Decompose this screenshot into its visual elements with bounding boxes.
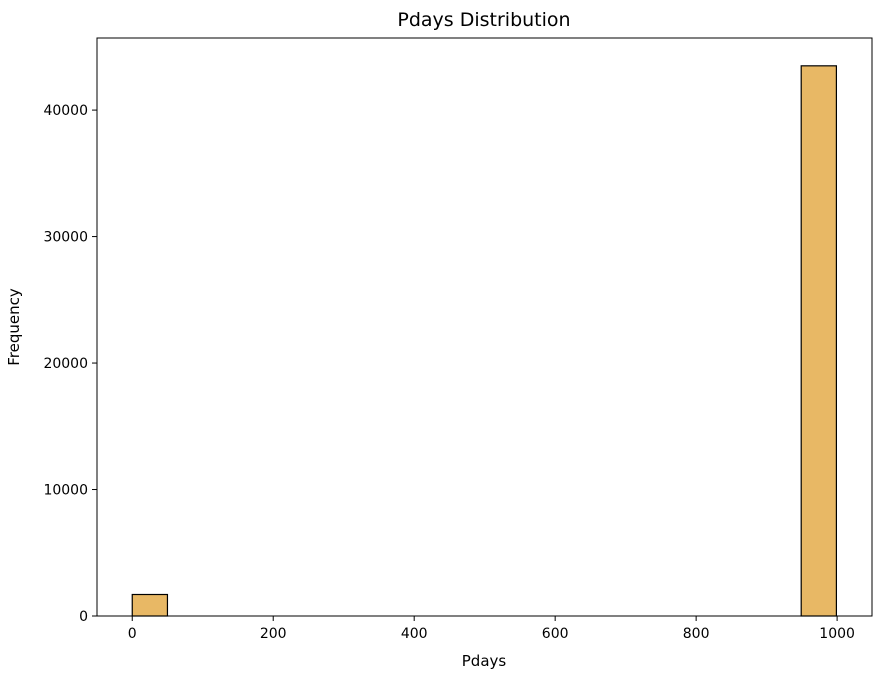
histogram-bar xyxy=(131,593,169,617)
x-tick-label: 400 xyxy=(401,626,428,642)
y-axis: 0 10000 20000 30000 40000 xyxy=(43,103,97,625)
x-tick-label: 800 xyxy=(683,626,710,642)
x-axis-label: Pdays xyxy=(462,652,507,670)
y-tick-label: 40000 xyxy=(43,103,88,119)
histogram-bar xyxy=(800,65,838,617)
y-tick-label: 0 xyxy=(79,609,88,625)
x-tick-label: 200 xyxy=(260,626,287,642)
y-tick-label: 30000 xyxy=(43,230,88,246)
y-tick-label: 20000 xyxy=(43,356,88,372)
x-tick-label: 1000 xyxy=(819,626,855,642)
x-tick-label: 600 xyxy=(542,626,569,642)
bars xyxy=(131,65,838,617)
y-tick-label: 10000 xyxy=(43,483,88,499)
y-axis-label: Frequency xyxy=(5,288,23,366)
plot-area-frame xyxy=(96,37,873,617)
x-tick-label: 0 xyxy=(128,626,137,642)
chart-title: Pdays Distribution xyxy=(397,9,570,31)
x-axis: 0 200 400 600 800 1000 xyxy=(128,616,855,642)
